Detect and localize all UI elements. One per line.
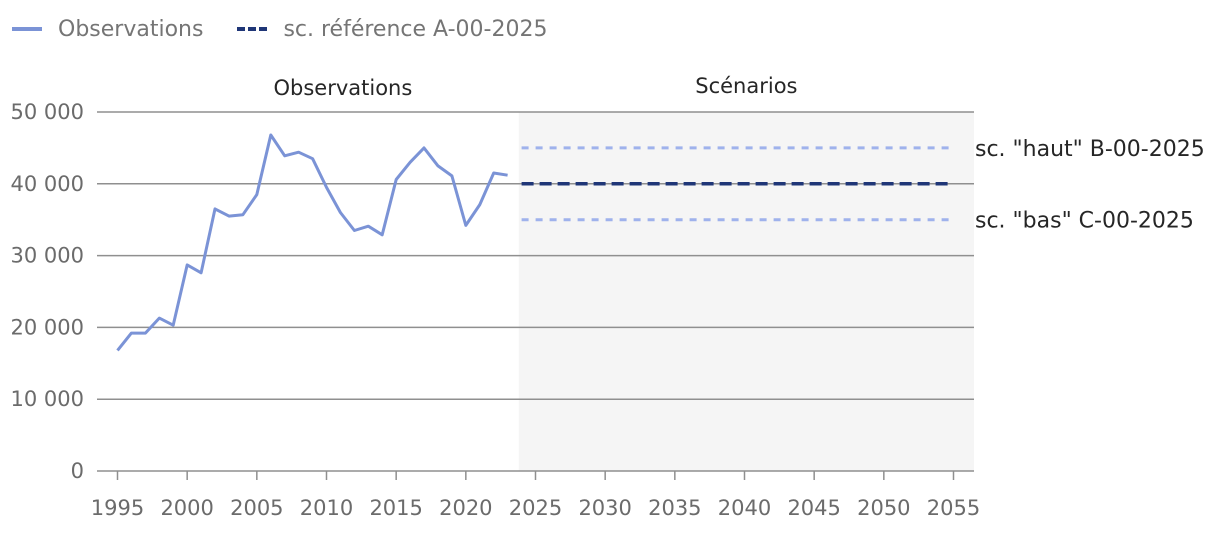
x-tick-label: 2000 <box>160 496 213 520</box>
section-label: Scénarios <box>695 74 797 98</box>
x-tick-label: 2015 <box>369 496 422 520</box>
scenario-shaded-area <box>518 112 974 471</box>
y-tick-label: 50 000 <box>11 100 84 124</box>
legend-label: Observations <box>58 16 204 42</box>
y-tick-label: 0 <box>71 459 84 483</box>
x-tick-label: 2005 <box>230 496 283 520</box>
x-tick-label: 2045 <box>787 496 840 520</box>
series-line <box>116 133 508 352</box>
legend-label: sc. référence A-00-2025 <box>283 16 548 42</box>
y-tick-label: 40 000 <box>11 172 84 196</box>
y-tick-label: 20 000 <box>11 315 84 339</box>
x-tick-label: 1995 <box>91 496 144 520</box>
x-tick-label: 2035 <box>648 496 701 520</box>
x-tick-label: 2025 <box>509 496 562 520</box>
x-tick-label: 2050 <box>857 496 910 520</box>
legend-item[interactable]: sc. référence A-00-2025 <box>237 17 547 42</box>
y-tick-label: 30 000 <box>11 244 84 268</box>
scenario-line-label: sc. "bas" C-00-2025 <box>975 209 1194 234</box>
x-tick-label: 2010 <box>300 496 353 520</box>
legend-dashed-swatch <box>237 27 268 31</box>
legend: Observations sc. référence A-00-2025 <box>12 14 547 44</box>
x-tick-label: 2030 <box>578 496 631 520</box>
x-tick-label: 2055 <box>927 496 980 520</box>
y-tick-label: 10 000 <box>11 387 84 411</box>
legend-line-swatch <box>12 27 42 31</box>
scenario-line-label: sc. "haut" B-00-2025 <box>975 137 1205 162</box>
section-label: Observations <box>273 76 412 100</box>
legend-item[interactable]: Observations <box>12 17 203 42</box>
x-tick-label: 2020 <box>439 496 492 520</box>
x-tick-label: 2040 <box>718 496 771 520</box>
